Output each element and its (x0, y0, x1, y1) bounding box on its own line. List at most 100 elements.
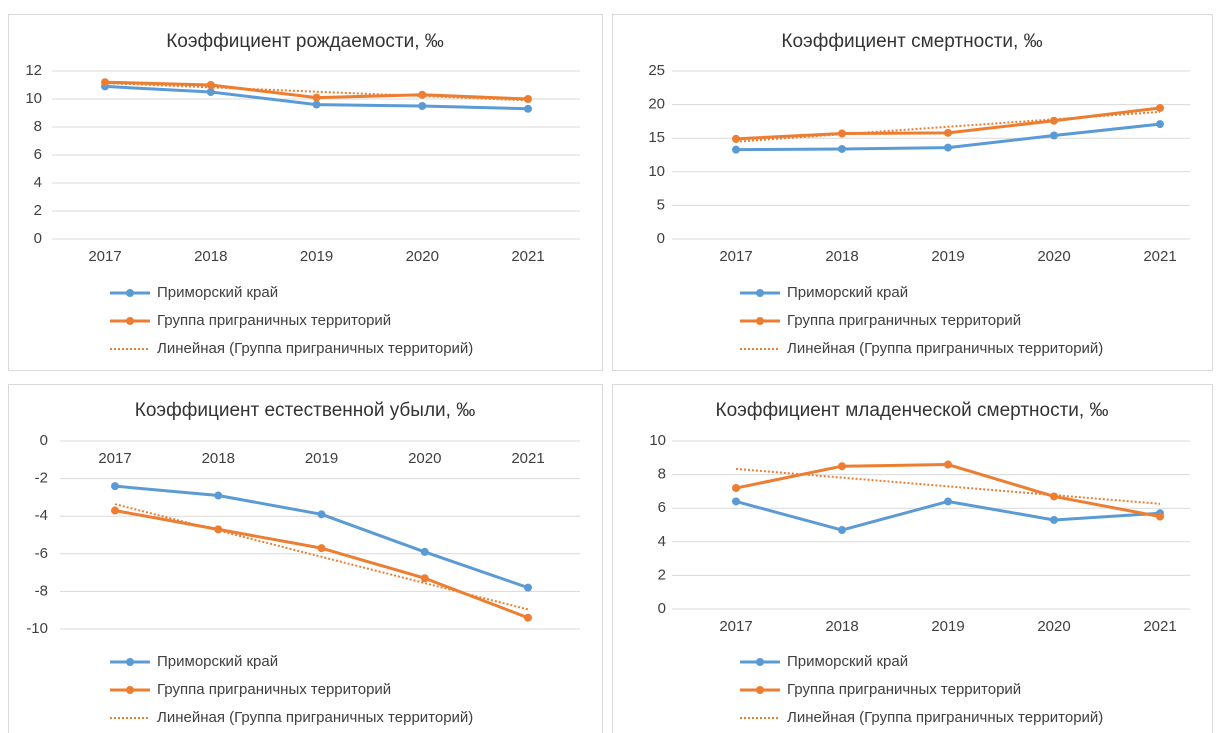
x-tick-label: 2018 (825, 248, 858, 265)
y-tick-label: 12 (25, 62, 42, 79)
y-tick-label: 4 (34, 174, 42, 191)
point (944, 143, 952, 152)
y-tick-label: 10 (25, 90, 42, 107)
point (206, 81, 215, 89)
y-tick-label: -8 (35, 582, 48, 599)
legend-marker (126, 686, 134, 694)
point (206, 88, 215, 96)
legend-marker (126, 658, 134, 666)
y-tick-label: -4 (35, 507, 48, 524)
point (418, 102, 427, 110)
point (732, 134, 740, 143)
chart-title: Коэффициент рождаемости, ‰ (166, 31, 444, 52)
y-tick-label: 6 (34, 146, 42, 163)
point (838, 129, 846, 138)
trend-line (114, 503, 529, 611)
legend-label: Группа приграничных территорий (787, 681, 1021, 698)
y-tick-label: -10 (26, 620, 48, 637)
y-tick-label: 10 (648, 163, 665, 180)
point (732, 484, 740, 493)
point (1156, 512, 1164, 521)
y-tick-label: 2 (658, 566, 666, 583)
point (944, 128, 952, 137)
legend-label: Приморский край (787, 653, 908, 670)
point (838, 462, 846, 471)
x-tick-label: 2018 (194, 248, 227, 265)
point (101, 78, 109, 87)
point (524, 583, 532, 592)
legend-label: Группа приграничных территорий (787, 312, 1021, 329)
x-tick-label: 2017 (719, 248, 752, 265)
chart-title: Коэффициент естественной убыли, ‰ (135, 400, 475, 421)
point (944, 460, 952, 469)
legend-marker (756, 686, 764, 694)
x-tick-label: 2020 (408, 450, 441, 467)
point (732, 497, 740, 506)
y-tick-label: 0 (657, 230, 665, 247)
point (312, 100, 321, 109)
point (732, 145, 740, 154)
x-tick-label: 2020 (406, 248, 439, 265)
legend-label: Группа приграничных территорий (157, 681, 391, 698)
point (1050, 116, 1058, 125)
legend-marker (756, 289, 764, 297)
chart-title: Коэффициент младенческой смертности, ‰ (716, 400, 1109, 421)
point (1156, 103, 1164, 112)
legend-label: Приморский край (157, 653, 278, 670)
x-tick-label: 2018 (825, 618, 858, 635)
y-tick-label: 25 (648, 62, 665, 79)
point (524, 613, 532, 622)
y-tick-label: 8 (658, 466, 666, 483)
y-tick-label: 8 (34, 118, 42, 135)
y-tick-label: 0 (34, 230, 42, 247)
point (418, 90, 427, 99)
y-tick-label: 2 (34, 202, 42, 219)
point (1050, 131, 1058, 140)
x-tick-label: 2021 (1143, 248, 1176, 265)
y-tick-label: 4 (658, 533, 666, 550)
x-tick-label: 2017 (88, 248, 121, 265)
x-tick-label: 2020 (1037, 248, 1070, 265)
panel (612, 384, 1213, 733)
legend-marker (126, 317, 134, 325)
y-tick-label: 5 (657, 196, 665, 213)
y-tick-label: -6 (35, 545, 48, 562)
x-tick-label: 2017 (719, 618, 752, 635)
y-tick-label: 0 (40, 432, 48, 449)
point (524, 95, 532, 103)
trend-line (735, 110, 1161, 143)
legend-label: Приморский край (157, 284, 278, 301)
x-tick-label: 2019 (300, 248, 333, 265)
point (111, 506, 119, 515)
x-tick-label: 2018 (202, 450, 235, 467)
y-tick-label: 15 (648, 129, 665, 146)
x-tick-label: 2019 (931, 248, 964, 265)
y-tick-label: 10 (649, 432, 666, 449)
point (524, 104, 532, 113)
legend-label: Линейная (Группа приграничных территорий… (157, 709, 473, 726)
y-tick-label: 0 (658, 600, 666, 617)
point (1050, 515, 1058, 524)
point (214, 491, 223, 500)
point (838, 526, 846, 535)
x-tick-label: 2019 (305, 450, 338, 467)
y-tick-label: -2 (35, 470, 48, 487)
legend-label: Группа приграничных территорий (157, 312, 391, 329)
legend-marker (126, 289, 134, 297)
trend-line (104, 82, 529, 102)
x-tick-label: 2021 (511, 450, 544, 467)
point (1050, 492, 1058, 501)
y-tick-label: 20 (648, 96, 665, 113)
point (420, 574, 429, 583)
point (111, 482, 119, 491)
point (317, 544, 326, 553)
point (317, 510, 326, 519)
legend-label: Линейная (Группа приграничных территорий… (787, 709, 1103, 726)
legend-marker (756, 658, 764, 666)
panel (8, 384, 603, 733)
legend-label: Линейная (Группа приграничных территорий… (787, 340, 1103, 357)
legend-label: Линейная (Группа приграничных территорий… (157, 340, 473, 357)
point (838, 144, 846, 153)
x-tick-label: 2021 (511, 248, 544, 265)
